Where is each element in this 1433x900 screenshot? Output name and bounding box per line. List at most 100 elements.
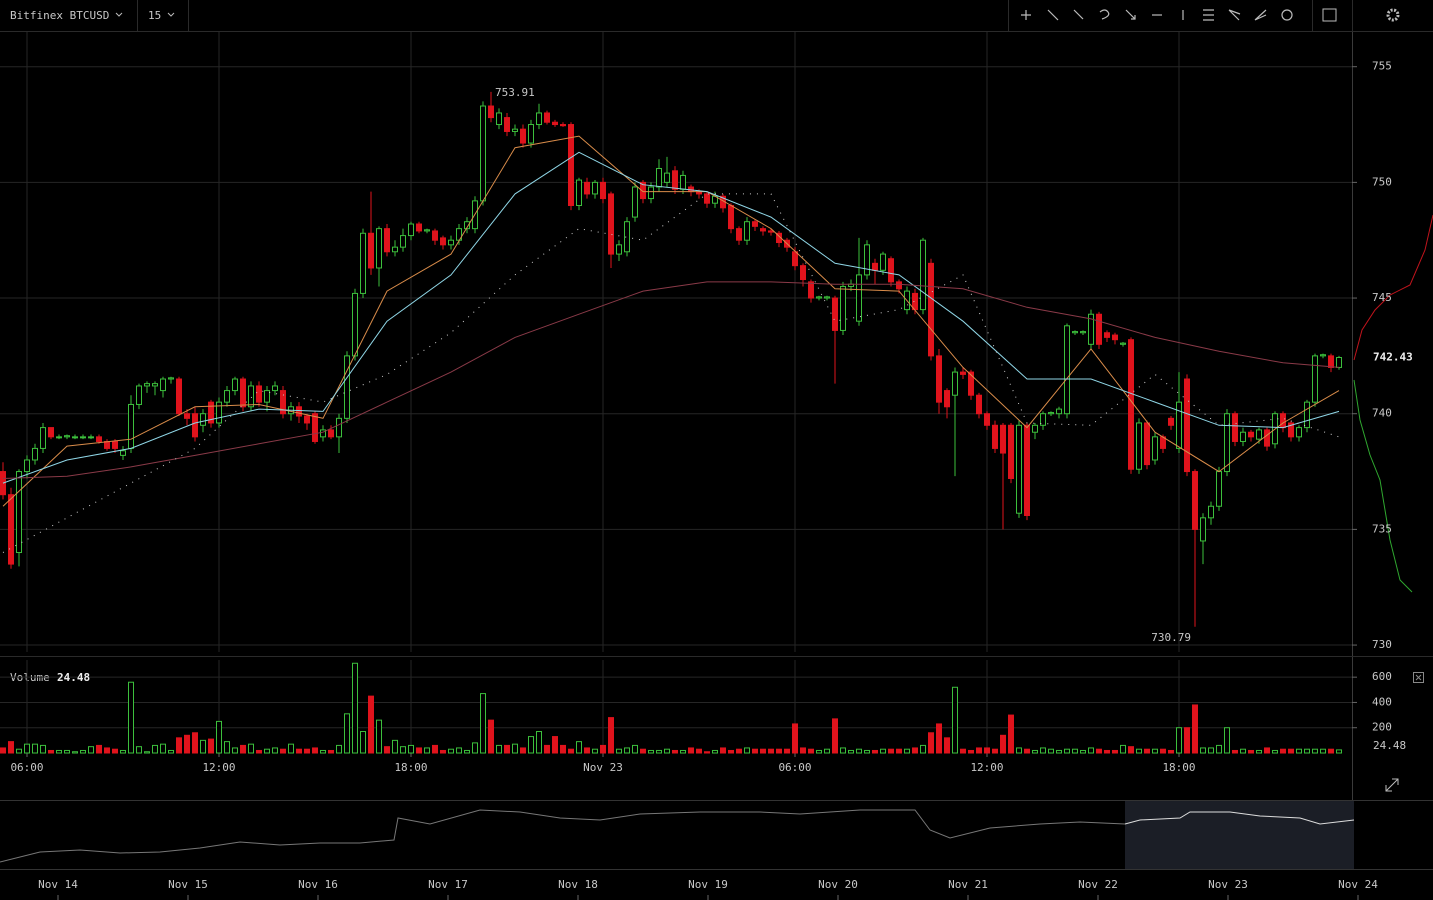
candle-body <box>1064 325 1070 415</box>
volume-bar <box>1280 748 1286 754</box>
candle-body <box>0 471 6 496</box>
navigator-line <box>0 809 1126 863</box>
volume-bar <box>848 749 854 754</box>
x-tick-label: 06:00 <box>10 761 43 774</box>
volume-bar <box>1184 727 1190 754</box>
volume-bar <box>872 749 878 754</box>
volume-bar <box>544 744 550 754</box>
candle-body <box>944 390 950 408</box>
volume-bar <box>376 719 382 754</box>
chevron <box>115 12 123 17</box>
candle-body <box>912 292 918 311</box>
volume-bar <box>584 747 590 754</box>
navigator-date: Nov 17 <box>428 878 468 891</box>
volume-bar <box>1136 748 1142 754</box>
volume-bar <box>760 748 766 754</box>
candle-body <box>976 394 982 415</box>
candle-body <box>864 244 870 276</box>
volume-bar <box>480 693 486 754</box>
navigator-date: Nov 23 <box>1208 878 1248 891</box>
candle-body <box>136 385 142 405</box>
candle-body <box>432 230 438 241</box>
volume-bar <box>304 748 310 754</box>
symbol[interactable]: Bitfinex BTCUSD <box>10 9 109 22</box>
candle-body <box>1312 355 1318 403</box>
candle-body <box>528 124 534 144</box>
volume-bar <box>1064 748 1070 754</box>
volume-bar <box>440 749 446 754</box>
low-label: 730.79 <box>1151 631 1191 644</box>
candle-body <box>664 172 670 183</box>
candle-body <box>896 281 902 290</box>
volume-bar <box>1168 749 1174 754</box>
candle-body <box>536 112 542 126</box>
volume-bar <box>152 744 158 754</box>
navigator-date: Nov 18 <box>558 878 598 891</box>
candle-body <box>248 385 254 408</box>
volume-bar <box>1312 748 1318 754</box>
candle-body <box>144 383 150 387</box>
volume-bar <box>112 748 118 754</box>
candle-body <box>256 385 262 403</box>
volume-bar <box>1200 747 1206 754</box>
expand-button[interactable] <box>1385 778 1399 792</box>
y-tick-label: 740 <box>1372 407 1392 420</box>
candle-body <box>1208 505 1214 519</box>
volume-bar <box>336 744 342 754</box>
candle-body <box>32 447 38 461</box>
volume-bar <box>560 744 566 754</box>
volume-bar <box>1128 746 1134 754</box>
navigator-date: Nov 21 <box>948 878 988 891</box>
candle-body <box>1016 424 1022 514</box>
candle-body <box>416 223 422 232</box>
indicators-button[interactable] <box>1322 8 1337 22</box>
volume-bar <box>928 732 934 754</box>
candle-body <box>392 246 398 253</box>
volume-bar <box>216 720 222 754</box>
last-volume-label: 24.48 <box>1373 739 1406 752</box>
candle-body <box>736 228 742 241</box>
volume-bar <box>168 749 174 754</box>
volume-bar <box>264 748 270 754</box>
volume-bar <box>904 748 910 754</box>
volume-bar <box>792 723 798 754</box>
volume-bar <box>1024 748 1030 754</box>
volume-bar <box>600 744 606 754</box>
y-tick-label: 750 <box>1372 175 1392 188</box>
volume-bar <box>944 737 950 754</box>
candle-body <box>128 403 134 449</box>
volume-bar <box>272 747 278 754</box>
candle-body <box>584 181 590 195</box>
navigator-window[interactable] <box>1125 801 1354 869</box>
volume-bar <box>776 748 782 754</box>
candle-body <box>464 221 470 230</box>
interval[interactable]: 15 <box>148 9 161 22</box>
candle-body <box>336 417 342 438</box>
candle-body <box>1168 417 1174 426</box>
volume-bar <box>1120 744 1126 754</box>
candle-body <box>224 390 230 403</box>
candle-body <box>1304 401 1310 429</box>
candle-body <box>328 429 334 438</box>
candle-body <box>72 436 78 439</box>
chevron <box>167 12 175 17</box>
close-volume-button[interactable] <box>1413 672 1424 683</box>
volume-bar <box>1336 749 1342 754</box>
settings-button[interactable] <box>1386 8 1400 22</box>
candle-body <box>192 413 198 438</box>
volume-bar <box>32 743 38 754</box>
candle-body <box>992 424 998 449</box>
volume-bar <box>1256 749 1262 754</box>
candle-body <box>648 186 654 200</box>
candle-body <box>384 228 390 253</box>
candle-body <box>1248 431 1254 438</box>
volume-bar <box>232 747 238 754</box>
volume-bar <box>1104 749 1110 754</box>
candle-body <box>552 121 558 126</box>
drawing-tools[interactable] <box>1021 9 1293 21</box>
candle-body <box>1096 313 1102 345</box>
volume-bar <box>320 749 326 754</box>
candle-body <box>368 232 374 269</box>
candle-body <box>600 181 606 200</box>
